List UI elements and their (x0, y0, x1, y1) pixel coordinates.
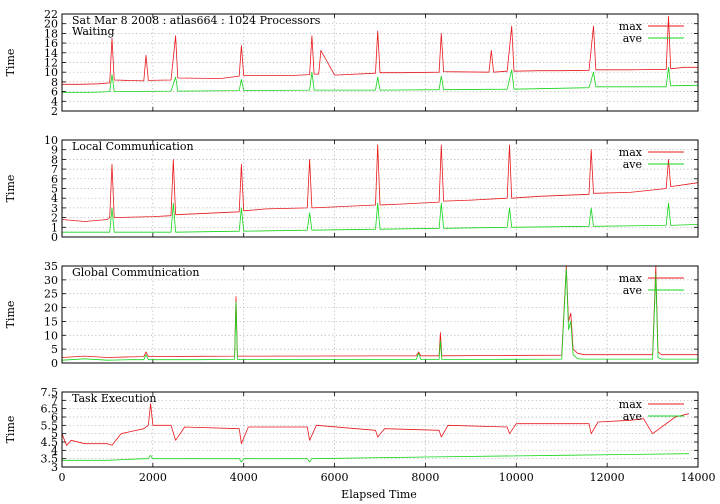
y-tick-label: 10 (44, 329, 58, 342)
legend-label-ave: ave (623, 284, 642, 297)
legend-label-max: max (619, 398, 643, 411)
y-tick-label: 5 (51, 428, 58, 441)
panel-title: Local Communication (72, 140, 194, 153)
legend-label-ave: ave (623, 158, 642, 171)
y-tick-label: 7 (51, 394, 58, 407)
x-tick-label: 4000 (230, 471, 258, 484)
y-tick-label: 35 (44, 260, 58, 273)
y-tick-label: 20 (44, 302, 58, 315)
y-tick-label: 16 (44, 37, 58, 50)
plot-frame (61, 391, 699, 468)
y-tick-label: 4.5 (41, 436, 59, 449)
y-tick-label: 4 (51, 95, 58, 108)
x-tick-label: 8000 (411, 471, 439, 484)
y-tick-label: 25 (44, 288, 58, 301)
y-tick-label: 8 (51, 76, 58, 89)
panel-title: Sat Mar 8 2008 : atlas664 : 1024 Process… (72, 14, 321, 27)
y-tick-label: 2 (51, 105, 58, 118)
panel-subtitle: Waiting (72, 25, 115, 38)
y-tick-label: 18 (44, 27, 58, 40)
y-tick-label: 3 (51, 202, 58, 215)
legend-label-max: max (619, 272, 643, 285)
y-tick-label: 0 (51, 231, 58, 244)
panel-title: Global Communication (72, 266, 200, 279)
y-tick-label: 22 (44, 8, 58, 21)
series-line-ave (61, 268, 698, 361)
x-tick-label: 14000 (681, 471, 716, 484)
series-line-max (62, 15, 698, 85)
series-line-ave (62, 202, 699, 233)
y-tick-label: 3 (51, 461, 58, 474)
plot-frame (61, 265, 699, 364)
y-tick-label: 6 (51, 411, 58, 424)
y-tick-label: 5 (51, 343, 58, 356)
y-tick-label: 10 (44, 134, 58, 147)
y-tick-label: 7.5 (41, 386, 59, 399)
y-tick-label: 5 (51, 183, 58, 196)
y-tick-label: 15 (44, 315, 58, 328)
y-axis-label: Time (4, 301, 17, 329)
y-axis-label: Time (4, 175, 17, 203)
x-tick-label: 2000 (139, 471, 167, 484)
legend-label-max: max (619, 146, 643, 159)
plot-frame (61, 13, 699, 112)
y-tick-label: 8 (51, 153, 58, 166)
x-tick-label: 12000 (590, 471, 625, 484)
y-tick-label: 2 (51, 212, 58, 225)
series-line-max (61, 265, 698, 358)
panel-title: Task Execution (72, 392, 156, 405)
panel-4: 33.544.555.566.577.5 Task Execution Time ma… (4, 386, 716, 484)
y-tick-label: 4 (51, 444, 58, 457)
y-tick-label: 4 (51, 192, 58, 205)
plot-frame (61, 139, 699, 238)
y-axis-label: Time (4, 49, 17, 77)
legend-label-ave: ave (623, 410, 642, 423)
y-tick-label: 6 (51, 86, 58, 99)
y-tick-label: 3.5 (41, 453, 59, 466)
y-tick-label: 20 (44, 18, 58, 31)
y-tick-label: 7 (51, 163, 58, 176)
series-line-max (61, 403, 689, 446)
y-tick-label: 12 (44, 57, 58, 70)
y-tick-label: 6.5 (41, 403, 59, 416)
y-tick-label: 10 (44, 66, 58, 79)
legend-label-ave: ave (623, 32, 642, 45)
series-line-ave (62, 453, 689, 463)
y-tick-label: 1 (51, 221, 58, 234)
y-tick-label: 9 (51, 144, 58, 157)
y-tick-label: 14 (44, 47, 58, 60)
x-axis-label: Elapsed Time (341, 488, 417, 501)
y-tick-label: 5.5 (41, 419, 59, 432)
series-line-max (61, 144, 699, 222)
y-tick-label: 0 (51, 357, 58, 370)
x-tick-label: 0 (59, 471, 66, 484)
x-tick-label: 10000 (499, 471, 534, 484)
x-tick-label: 6000 (321, 471, 349, 484)
legend-label-max: max (619, 20, 643, 33)
series-line-ave (62, 66, 699, 93)
y-tick-label: 6 (51, 173, 58, 186)
y-tick-label: 30 (44, 274, 58, 287)
y-axis-label: Time (4, 416, 17, 444)
